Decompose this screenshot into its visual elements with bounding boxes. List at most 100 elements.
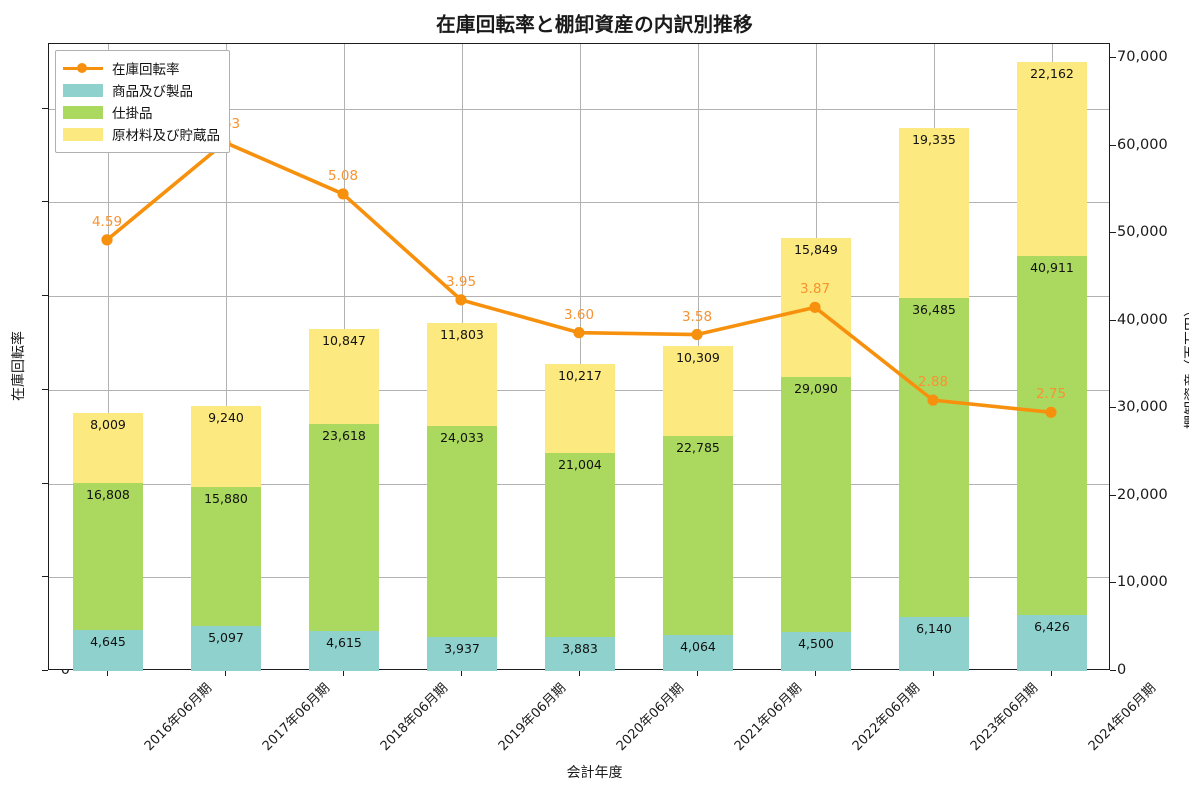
legend-line-marker-icon (63, 62, 103, 75)
bar-value-label: 10,217 (558, 367, 602, 383)
bar-segment (72, 630, 144, 671)
line-value-label: 3.58 (681, 308, 713, 325)
y-axis-right-tick-label: 0 (1117, 662, 1127, 678)
bar-segment (308, 630, 380, 671)
legend-item-label: 商品及び製品 (112, 84, 193, 100)
bar-segment (426, 426, 498, 637)
y-axis-left-tick-label: 0 (60, 662, 70, 678)
y-axis-right-tick-label: 20,000 (1117, 486, 1168, 503)
x-axis-tick-label: 2016年06月期 (141, 680, 216, 755)
page-title: 在庫回転率と棚卸資産の内訳別推移 (436, 13, 753, 36)
bar-value-label: 4,500 (798, 635, 834, 651)
y-axis-right-tick-mark (1110, 670, 1116, 671)
x-axis-tick-mark (933, 670, 934, 676)
legend-item-1[interactable]: 商品及び製品 (63, 79, 220, 101)
bar-segment (1016, 62, 1088, 257)
x-axis-tick-label: 2023年06月期 (967, 680, 1042, 755)
bar-value-label: 36,485 (912, 301, 956, 317)
x-axis-tick-label: 2017年06月期 (259, 680, 334, 755)
y-axis-right-tick-label: 60,000 (1117, 136, 1168, 153)
bar-value-label: 11,803 (440, 326, 484, 342)
bar-segment (780, 238, 852, 377)
bar-segment (72, 483, 144, 631)
y-axis-right-tick-mark (1110, 57, 1116, 58)
x-axis-tick-label: 2018年06月期 (377, 680, 452, 755)
bar-segment (544, 453, 616, 637)
legend-item-label: 原材料及び貯蔵品 (112, 128, 220, 144)
line-value-label: 4.59 (91, 213, 123, 230)
y-axis-right-tick-label: 40,000 (1117, 311, 1168, 328)
bar-value-label: 16,808 (86, 487, 130, 503)
bar-segment (72, 413, 144, 484)
chart-legend[interactable]: 在庫回転率商品及び製品 仕掛品原材料及び貯蔵品 (55, 50, 230, 153)
y-axis-left-tick-mark (42, 295, 48, 297)
y-axis-left-title: 在庫回転率 (11, 331, 27, 401)
bar-segment (662, 435, 734, 636)
bar-segment (190, 406, 262, 488)
x-axis-tick-mark (697, 670, 698, 676)
line-value-label: 3.60 (563, 306, 595, 323)
bar-value-label: 24,033 (440, 430, 484, 446)
x-axis-tick-label: 2024年06月期 (1085, 680, 1160, 755)
bar-segment (190, 487, 262, 627)
bar-segment (1016, 256, 1088, 615)
bar-value-label: 19,335 (912, 132, 956, 148)
x-axis-tick-mark (579, 670, 580, 676)
bar-segment (662, 635, 734, 671)
x-axis-tick-mark (461, 670, 462, 676)
bar-segment (898, 617, 970, 671)
legend-item-0[interactable]: 在庫回転率 (63, 57, 220, 79)
bar-value-label: 3,937 (444, 640, 480, 656)
bar-segment (780, 631, 852, 671)
bar-value-label: 5,097 (208, 630, 244, 646)
line-value-label: 3.95 (445, 273, 477, 290)
y-axis-right-tick-mark (1110, 494, 1116, 496)
bar-segment (898, 297, 970, 618)
legend-color-swatch (63, 127, 103, 141)
bar-value-label: 4,064 (680, 639, 716, 655)
bar-segment (898, 128, 970, 298)
line-value-label: 2.88 (917, 374, 949, 391)
x-axis-tick-mark (225, 670, 226, 676)
y-axis-left-tick-mark (42, 670, 48, 671)
x-axis-tick-label: 2020年06月期 (613, 680, 688, 755)
y-axis-left-tick-mark (42, 201, 48, 203)
bar-segment (780, 376, 852, 632)
bar-value-label: 6,140 (916, 621, 952, 637)
y-axis-right-tick-label: 10,000 (1117, 574, 1168, 591)
y-axis-right-tick-label: 30,000 (1117, 399, 1168, 416)
x-axis-tick-mark (1051, 670, 1052, 676)
gridline-horizontal (49, 108, 1109, 110)
y-axis-left-tick-mark (42, 482, 48, 484)
bar-value-label: 15,849 (794, 242, 838, 258)
bar-segment (190, 626, 262, 671)
y-axis-left-tick-mark (42, 107, 48, 109)
bar-value-label: 21,004 (558, 457, 602, 473)
bar-value-label: 10,309 (676, 349, 720, 365)
legend-color-swatch (63, 83, 103, 97)
x-axis-tick-mark (343, 670, 344, 676)
legend-item-2[interactable]: 仕掛品 (63, 101, 220, 123)
line-value-label: 3.87 (799, 281, 831, 298)
y-axis-right-tick-mark (1110, 582, 1116, 584)
x-axis-tick-label: 2022年06月期 (849, 680, 924, 755)
bar-value-label: 22,162 (1030, 66, 1074, 82)
bar-value-label: 15,880 (204, 491, 248, 507)
line-value-label: 5.08 (327, 167, 359, 184)
bar-value-label: 9,240 (208, 410, 244, 426)
bar-value-label: 3,883 (562, 641, 598, 656)
x-axis-title: 会計年度 (566, 765, 623, 781)
x-axis-tick-mark (107, 670, 108, 676)
legend-item-label: 在庫回転率 (112, 62, 180, 78)
y-axis-left-tick-mark (42, 576, 48, 578)
y-axis-right-tick-mark (1110, 319, 1116, 321)
legend-item-3[interactable]: 原材料及び貯蔵品 (63, 123, 220, 145)
bar-segment (544, 637, 616, 671)
y-axis-right-tick-label: 50,000 (1117, 224, 1168, 241)
bar-value-label: 40,911 (1030, 260, 1074, 276)
y-axis-right-title: 棚卸資産（百万円） (1184, 303, 1189, 429)
x-axis-tick-label: 2019年06月期 (495, 680, 570, 755)
bar-value-label: 8,009 (90, 417, 126, 432)
bar-segment (1016, 614, 1088, 671)
